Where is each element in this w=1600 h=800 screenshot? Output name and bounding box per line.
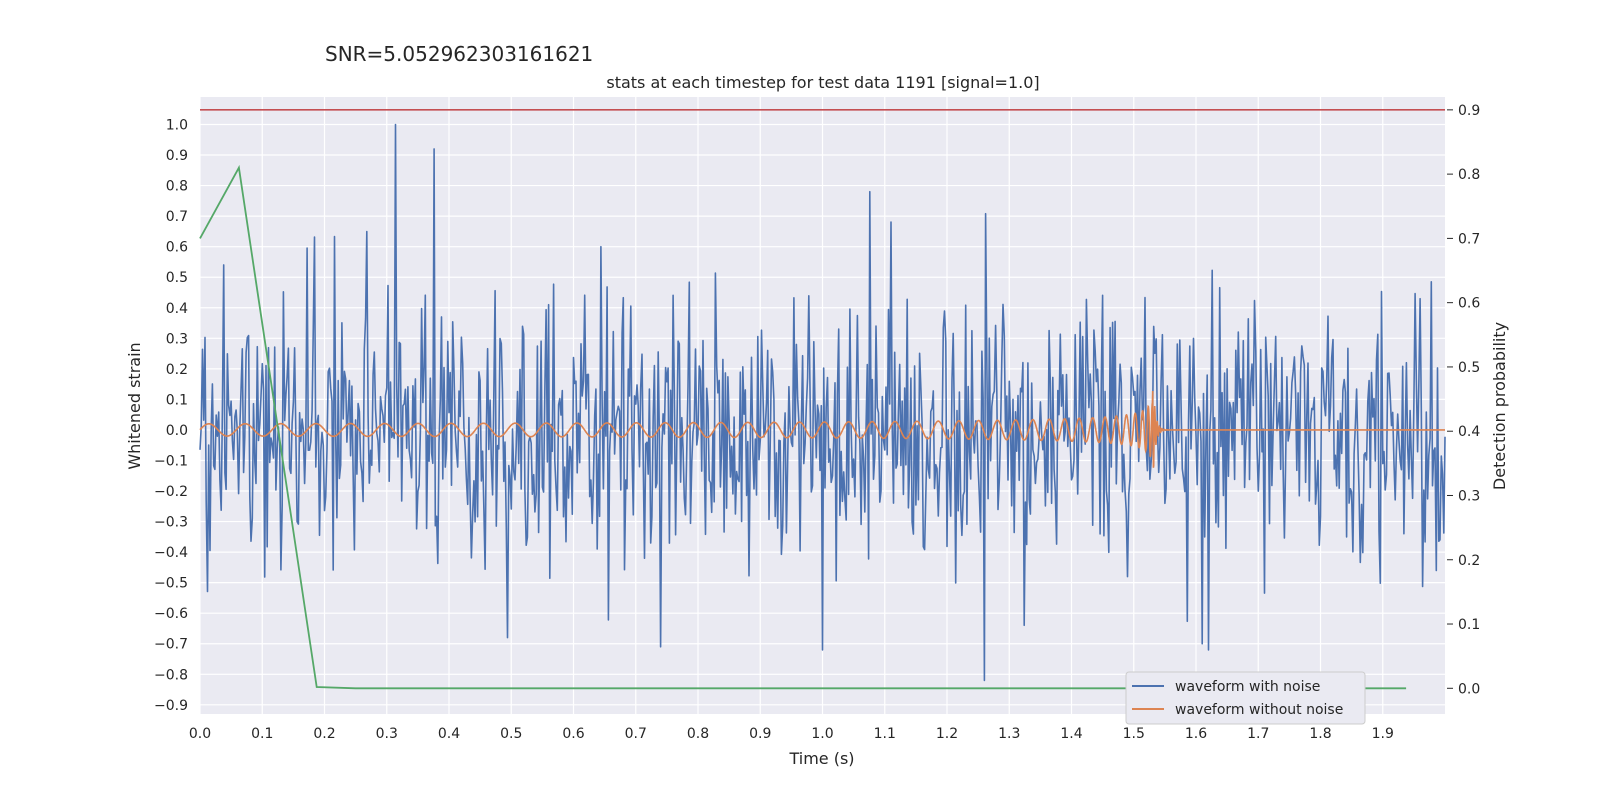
y-right-tick-label: 0.5: [1458, 360, 1480, 376]
y-left-tick-label: −0.5: [154, 576, 188, 592]
x-tick-label: 1.7: [1247, 726, 1269, 742]
legend-label-clean: waveform without noise: [1175, 702, 1343, 718]
x-tick-label: 1.6: [1185, 726, 1207, 742]
suptitle-group: SNR=5.052962303161621: [325, 42, 593, 66]
y-left-tick-label: −0.4: [154, 545, 188, 561]
y-axis-left: 1.0 0.9 0.8 0.7 0.6 0.5 0.4 0.3 0.2 0.1 0.0 −0.1 −0.…: [154, 117, 188, 713]
legend-box: [1125, 671, 1366, 725]
x-tick-label: 1.5: [1123, 726, 1145, 742]
x-tick-label: 0.9: [749, 726, 771, 742]
y-left-tick-label: 0.3: [166, 331, 188, 347]
y-left-tick-label: −0.1: [154, 453, 188, 469]
x-tick-label: 0.0: [189, 726, 211, 742]
y-left-tick-label: 0.6: [166, 240, 188, 256]
y-left-tick-label: 1.0: [166, 117, 188, 133]
y-left-tick-label: −0.8: [154, 667, 188, 683]
x-tick-label: 0.8: [687, 726, 709, 742]
x-tick-label: 1.3: [998, 726, 1020, 742]
y-left-tick-label: −0.3: [154, 515, 188, 531]
y-right-tick-label: 0.9: [1458, 103, 1480, 119]
series-waveform-without-noise: [199, 390, 1445, 468]
series-waveform-with-noise: [199, 123, 1446, 682]
y-left-tick-label: −0.7: [154, 637, 188, 653]
y-left-tick-label: 0.8: [166, 179, 188, 195]
x-tick-label: 1.9: [1372, 726, 1394, 742]
x-tick-label: 1.1: [874, 726, 896, 742]
y-left-tick-label: 0.1: [166, 392, 188, 408]
y-axis-right-label: Detection probability: [1490, 322, 1509, 490]
x-tick-label: 1.4: [1060, 726, 1082, 742]
chart-title: stats at each timestep for test data 119…: [606, 73, 1039, 92]
y-right-tick-label: 0.3: [1458, 488, 1480, 504]
y-left-tick-label: 0.5: [166, 270, 188, 286]
y-right-tick-label: 0.1: [1458, 617, 1480, 633]
x-tick-label: 1.2: [936, 726, 958, 742]
x-axis: 0.0 0.1 0.2 0.3 0.4 0.5 0.6 0.7 0.8 0.9 1.0 1.1 1.2 1…: [189, 726, 1394, 742]
x-tick-label: 0.2: [313, 726, 335, 742]
y-left-tick-label: 0.7: [166, 209, 188, 225]
y-left-tick-label: 0.4: [166, 301, 188, 317]
y-left-tick-label: −0.2: [154, 484, 188, 500]
x-tick-label: 1.0: [811, 726, 833, 742]
y-right-tick-label: 0.7: [1458, 231, 1480, 247]
y-right-tick-label: 0.4: [1458, 424, 1480, 440]
y-right-tick-label: 0.2: [1458, 553, 1480, 569]
x-tick-label: 0.7: [625, 726, 647, 742]
y-axis-left-label: Whitened strain: [125, 342, 144, 469]
y-left-tick-label: 0.0: [166, 423, 188, 439]
y-axis-right: 0.9 0.8 0.7 0.6 0.5 0.4 0.3 0.2 0.1 0.0: [1447, 103, 1480, 697]
x-tick-label: 0.5: [500, 726, 522, 742]
y-left-tick-label: 0.9: [166, 148, 188, 164]
x-tick-label: 0.6: [562, 726, 584, 742]
y-right-tick-label: 0.0: [1458, 681, 1480, 697]
suptitle: SNR=5.052962303161621: [325, 42, 593, 66]
y-left-tick-label: −0.9: [154, 698, 188, 714]
x-tick-label: 0.4: [438, 726, 460, 742]
y-right-tick-label: 0.8: [1458, 167, 1480, 183]
x-tick-label: 0.1: [251, 726, 273, 742]
x-tick-label: 0.3: [376, 726, 398, 742]
y-right-tick-label: 0.6: [1458, 296, 1480, 312]
legend: waveform with noise waveform without noi…: [1125, 671, 1366, 725]
x-tick-label: 1.8: [1309, 726, 1331, 742]
legend-label-noisy: waveform with noise: [1175, 679, 1320, 695]
y-left-tick-label: −0.6: [154, 606, 188, 622]
x-axis-label: Time (s): [788, 749, 854, 768]
y-left-tick-label: 0.2: [166, 362, 188, 378]
